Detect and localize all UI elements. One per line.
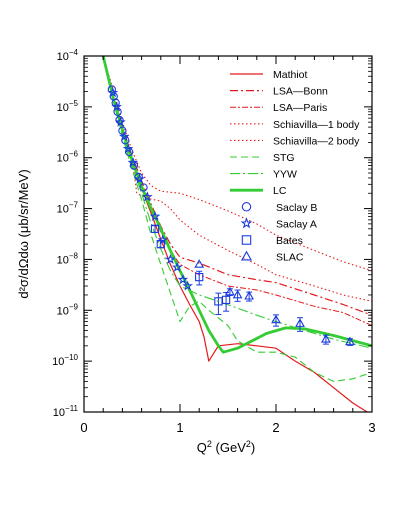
y-tick-label: 10−4 bbox=[57, 48, 79, 63]
data-point-saclay-a bbox=[149, 210, 161, 222]
data-point-slac bbox=[271, 314, 281, 324]
series-layer bbox=[101, 56, 372, 412]
series-line-lc bbox=[101, 56, 372, 354]
legend-marker bbox=[241, 202, 252, 212]
x-tick-label: 3 bbox=[368, 420, 375, 435]
data-point-bates bbox=[195, 272, 204, 282]
data-point-slac bbox=[244, 290, 255, 300]
series-line-lsa-paris bbox=[102, 56, 372, 327]
series-line-stg bbox=[102, 56, 372, 382]
data-point-bates bbox=[221, 295, 231, 305]
data-point-saclay-a bbox=[127, 157, 139, 168]
legend-label: LSA—Bonn bbox=[273, 86, 328, 98]
y-tick-label: 10−5 bbox=[57, 99, 79, 114]
data-point-saclay-b bbox=[111, 98, 120, 107]
data-point-saclay-a bbox=[119, 130, 130, 142]
legend-label: Schiavilla—2 body bbox=[273, 135, 360, 147]
x-tick-label: 1 bbox=[176, 420, 183, 435]
series-line-lsa-bonn bbox=[102, 56, 372, 316]
data-point-saclay-a bbox=[182, 280, 193, 291]
legend: Mathiot LSA—Bonn LSA—Paris Schiavilla—1 bod… bbox=[230, 69, 360, 264]
series-line-schiavilla-1-body bbox=[102, 56, 372, 302]
data-point-slac bbox=[295, 318, 305, 327]
y-tick-label: 10−7 bbox=[57, 201, 79, 216]
data-point-slac bbox=[225, 286, 235, 296]
legend-label: Mathiot bbox=[273, 69, 308, 81]
plot-frame bbox=[83, 55, 373, 413]
data-point-saclay-b bbox=[113, 107, 122, 116]
legend-label: YYW bbox=[273, 169, 297, 181]
legend-label: Saclay A bbox=[276, 218, 317, 230]
data-point-saclay-a bbox=[111, 101, 122, 112]
y-tick-label: 10−9 bbox=[57, 302, 79, 317]
data-point-saclay-b bbox=[139, 183, 148, 192]
y-tick-label: 10−8 bbox=[57, 251, 79, 266]
data-point-bates bbox=[150, 224, 160, 233]
legend-label: STG bbox=[273, 152, 295, 164]
ticks-layer: 0 1 2 3 10−4 10−5 10−6 10−7 10−8 10−9 10−10 10−11 bbox=[52, 48, 375, 435]
x-axis-label: Q2 (GeV2) bbox=[197, 439, 255, 455]
legend-label: Bates bbox=[276, 235, 303, 247]
data-point-slac bbox=[345, 336, 355, 346]
legend-marker bbox=[240, 217, 253, 229]
data-point-slac bbox=[194, 259, 205, 268]
data-point-saclay-a bbox=[142, 191, 153, 202]
y-tick-label: 10−11 bbox=[53, 404, 79, 419]
data-point-saclay-b bbox=[134, 172, 143, 182]
y-tick-label: 10−10 bbox=[52, 353, 78, 368]
data-point-saclay-a bbox=[171, 261, 183, 272]
series-line-yyw bbox=[102, 56, 372, 349]
data-point-saclay-b bbox=[115, 115, 124, 125]
data-point-slac bbox=[321, 333, 331, 343]
points-layer bbox=[107, 85, 355, 346]
data-point-saclay-a bbox=[107, 87, 119, 98]
data-point-saclay-a bbox=[115, 116, 126, 127]
y-axis-label: d²σ/dΩdω (μb/sr/MeV) bbox=[16, 169, 31, 298]
data-point-saclay-a bbox=[177, 274, 189, 285]
legend-marker bbox=[240, 250, 253, 261]
x-tick-label: 2 bbox=[272, 420, 279, 435]
data-point-saclay-a bbox=[122, 143, 134, 154]
data-point-saclay-b bbox=[118, 126, 127, 135]
legend-label: Schiavilla—1 body bbox=[273, 119, 360, 131]
data-point-bates bbox=[156, 239, 165, 249]
data-point-saclay-a bbox=[134, 173, 145, 184]
legend-label: Saclay B bbox=[276, 202, 317, 214]
data-point-saclay-a bbox=[165, 253, 176, 264]
series-line-schiavilla-2-body bbox=[102, 56, 372, 272]
legend-label: LSA—Paris bbox=[273, 102, 327, 114]
y-tick-label: 10−6 bbox=[57, 150, 79, 165]
series-line-mathiot bbox=[102, 56, 368, 412]
data-point-saclay-a bbox=[157, 234, 169, 245]
legend-label: LC bbox=[273, 185, 287, 197]
legend-label: SLAC bbox=[276, 252, 304, 264]
legend-marker bbox=[241, 235, 252, 245]
data-point-slac bbox=[232, 289, 243, 299]
x-tick-label: 0 bbox=[80, 420, 87, 435]
